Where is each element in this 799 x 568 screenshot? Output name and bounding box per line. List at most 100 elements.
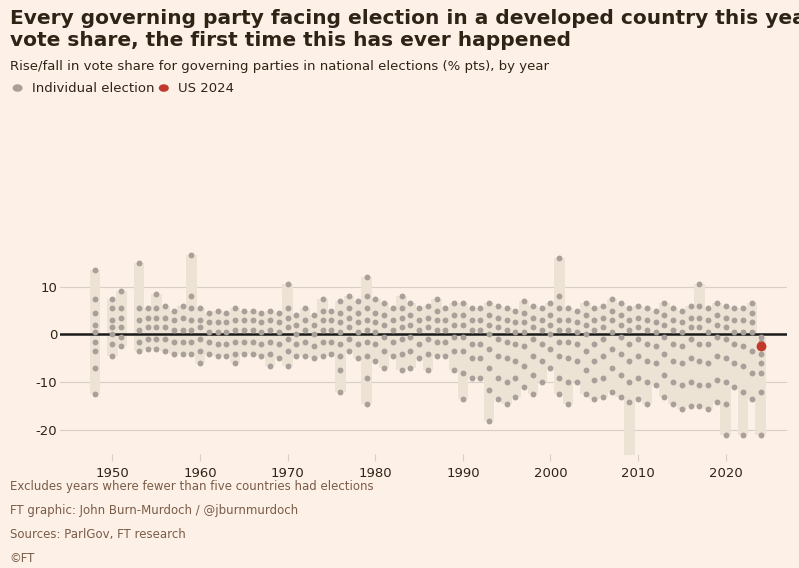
Point <box>553 291 566 300</box>
Point <box>202 349 215 358</box>
Text: Every governing party facing election in a developed country this year lost: Every governing party facing election in… <box>10 9 799 27</box>
Point <box>220 318 233 327</box>
Point <box>360 373 373 382</box>
Point <box>641 303 654 312</box>
Point <box>535 378 548 387</box>
Point <box>115 332 128 341</box>
Point <box>176 337 189 346</box>
Point <box>369 356 382 365</box>
Point <box>535 356 548 365</box>
Point <box>334 308 347 318</box>
Point <box>719 354 732 363</box>
Point <box>579 346 592 356</box>
Point <box>229 359 241 368</box>
Point <box>220 352 233 361</box>
Point <box>544 320 557 329</box>
Point <box>150 335 163 344</box>
Point <box>229 337 241 346</box>
Point <box>509 318 522 327</box>
Point <box>675 306 688 315</box>
Point <box>465 325 478 334</box>
Point <box>553 373 566 382</box>
Point <box>632 301 645 310</box>
Point <box>325 316 338 325</box>
Point <box>693 279 706 289</box>
Point <box>632 352 645 361</box>
Point <box>185 251 197 260</box>
Point <box>684 354 697 363</box>
Point <box>299 352 312 361</box>
Point <box>693 340 706 349</box>
Point <box>133 303 145 312</box>
Point <box>553 316 566 325</box>
Point <box>474 303 487 312</box>
Point <box>719 431 732 440</box>
Point <box>675 404 688 414</box>
Point <box>544 364 557 373</box>
Point <box>281 361 294 370</box>
Point <box>106 340 119 349</box>
Point <box>404 311 417 320</box>
Point <box>737 303 749 312</box>
Point <box>597 323 610 332</box>
Point <box>343 335 356 344</box>
Point <box>562 316 574 325</box>
Point <box>396 366 408 375</box>
Point <box>89 308 101 318</box>
Point <box>500 378 513 387</box>
Point <box>413 354 426 363</box>
Point <box>737 342 749 351</box>
Point <box>308 320 320 329</box>
Point <box>544 330 557 339</box>
Point <box>623 356 636 365</box>
Point <box>360 291 373 300</box>
Point <box>421 366 434 375</box>
Point <box>570 378 583 387</box>
Point <box>237 325 250 334</box>
Point <box>641 399 654 408</box>
Point <box>553 390 566 399</box>
Point <box>106 352 119 361</box>
Point <box>115 313 128 322</box>
Point <box>360 399 373 408</box>
Point <box>264 361 276 370</box>
Point <box>666 356 679 365</box>
Point <box>281 335 294 344</box>
Point <box>614 299 627 308</box>
Point <box>754 342 767 351</box>
Point <box>606 364 618 373</box>
Point <box>106 323 119 332</box>
Point <box>89 294 101 303</box>
Point <box>754 359 767 368</box>
Point <box>491 335 504 344</box>
Point <box>299 303 312 312</box>
Point <box>229 325 241 334</box>
Point <box>745 328 758 337</box>
Point <box>465 303 478 312</box>
Point <box>343 323 356 332</box>
Text: Excludes years where fewer than five countries had elections: Excludes years where fewer than five cou… <box>10 480 373 493</box>
Point <box>421 323 434 332</box>
Point <box>159 323 172 332</box>
Point <box>606 316 618 325</box>
Point <box>562 378 574 387</box>
Point <box>535 303 548 312</box>
Point <box>229 316 241 325</box>
Point <box>185 325 197 334</box>
Point <box>343 303 356 312</box>
Point <box>89 346 101 356</box>
Point <box>264 337 276 346</box>
Point <box>606 344 618 353</box>
Point <box>430 337 443 346</box>
Point <box>710 375 723 385</box>
Point <box>710 320 723 329</box>
Point <box>281 313 294 322</box>
Point <box>352 340 364 349</box>
Point <box>579 366 592 375</box>
Point <box>396 303 408 312</box>
Point <box>290 311 303 320</box>
Point <box>290 340 303 349</box>
Point <box>702 381 714 390</box>
Point <box>168 316 181 325</box>
Point <box>562 337 574 346</box>
